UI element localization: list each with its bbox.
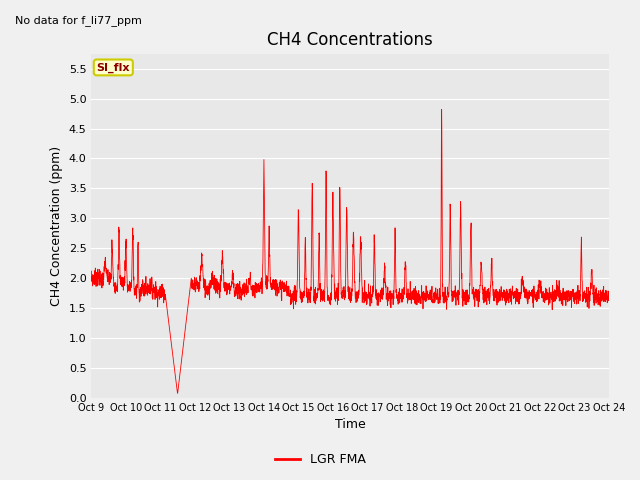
Title: CH4 Concentrations: CH4 Concentrations xyxy=(268,31,433,49)
Legend: LGR FMA: LGR FMA xyxy=(269,448,371,471)
Y-axis label: CH4 Concentration (ppm): CH4 Concentration (ppm) xyxy=(50,146,63,306)
X-axis label: Time: Time xyxy=(335,419,365,432)
Text: SI_flx: SI_flx xyxy=(97,62,130,72)
Text: No data for f_li77_ppm: No data for f_li77_ppm xyxy=(15,15,142,26)
